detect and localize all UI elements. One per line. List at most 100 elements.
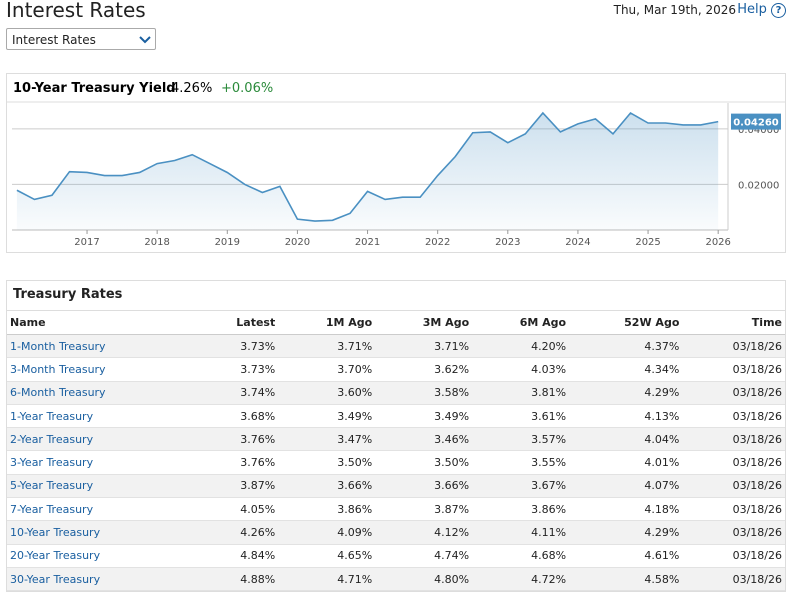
cell: 3-Month Treasury <box>7 357 196 382</box>
chart: 10-Year Treasury Yield 4.26% +0.06% 0.02… <box>7 81 785 248</box>
table-row: 3-Month Treasury 3.73% 3.70% 3.62% 4.03% 4.34… <box>7 357 785 382</box>
column-header: 6M Ago <box>472 310 570 335</box>
table-title: Treasury Rates <box>13 287 123 302</box>
x-tick-label: 2024 <box>565 237 590 248</box>
cell: 3.50% <box>278 450 376 475</box>
name-link[interactable]: 3-Year Treasury <box>10 456 94 470</box>
cell: 03/18/26 <box>682 544 785 568</box>
cell: 3.67% <box>472 474 570 499</box>
x-tick-label: 2021 <box>355 237 380 248</box>
cell: 4.84% <box>195 544 279 568</box>
cell: 3-Year Treasury <box>7 450 196 475</box>
cell: 4.58% <box>569 567 683 592</box>
cell: 3.68% <box>195 404 279 429</box>
table-panel: Treasury Rates Name Latest 1M Ago 3M Ago 6M … <box>6 280 786 592</box>
table-row: 20-Year Treasury 4.84% 4.65% 4.74% 4.68% 4.61… <box>7 544 785 568</box>
latest: 4.26% <box>171 81 212 96</box>
table-row: 3-Year Treasury 3.76% 3.50% 3.50% 3.55% 4.01%… <box>7 450 785 475</box>
cell: 4.11% <box>472 520 570 545</box>
cell: 4.37% <box>569 334 683 359</box>
cell: 4.34% <box>569 357 683 382</box>
dropdown-text: Interest Rates <box>12 33 96 47</box>
name-link[interactable]: 5-Year Treasury <box>10 479 94 493</box>
cell: 4.04% <box>569 427 683 452</box>
cell: 2-Year Treasury <box>7 427 196 452</box>
name-link[interactable]: 10-Year Treasury <box>10 526 101 540</box>
cell: 3.49% <box>278 404 376 429</box>
cell: 3.57% <box>472 427 570 452</box>
cell: 4.74% <box>375 544 473 568</box>
name-link[interactable]: 20-Year Treasury <box>10 549 101 563</box>
name-link[interactable]: 3-Month Treasury <box>10 362 106 376</box>
cell: 3.47% <box>278 427 376 452</box>
name-link[interactable]: 1-Month Treasury <box>10 339 106 353</box>
name-link[interactable]: 30-Year Treasury <box>10 572 101 586</box>
cell: 4.12% <box>375 520 473 545</box>
cell: 3.58% <box>375 381 473 405</box>
x-tick-label: 2017 <box>74 237 99 248</box>
dropdown-arrow <box>139 36 151 44</box>
cell: 4.18% <box>569 497 683 522</box>
cell: 3.61% <box>472 404 570 429</box>
name-link[interactable]: 2-Year Treasury <box>10 432 94 446</box>
x-tick-label: 2022 <box>425 237 450 248</box>
help-icon[interactable]: ? <box>771 3 786 18</box>
cell: 4.09% <box>278 520 376 545</box>
cell: 4.01% <box>569 450 683 475</box>
cell: 3.66% <box>278 474 376 499</box>
cell: 03/18/26 <box>682 427 785 452</box>
cell: 4.26% <box>195 520 279 545</box>
cell: 7-Year Treasury <box>7 497 196 522</box>
cell: 4.07% <box>569 474 683 499</box>
x-tick-label: 2019 <box>215 237 240 248</box>
cell: 3.73% <box>195 357 279 382</box>
cell: 4.72% <box>472 567 570 592</box>
cell: 4.68% <box>472 544 570 568</box>
cell: 3.71% <box>375 334 473 359</box>
cell: 3.50% <box>375 450 473 475</box>
cell: 3.62% <box>375 357 473 382</box>
cell: 3.81% <box>472 381 570 405</box>
help-link[interactable]: Help ? <box>737 2 786 18</box>
cell: 03/18/26 <box>682 450 785 475</box>
table-row: 2-Year Treasury 3.76% 3.47% 3.46% 3.57% 4.04%… <box>7 427 785 452</box>
cell: 3.76% <box>195 450 279 475</box>
name-link[interactable]: 7-Year Treasury <box>10 502 94 516</box>
x-tick-label: 2023 <box>495 237 520 248</box>
header-row: Name Latest 1M Ago 3M Ago 6M Ago 52W Ago Time <box>7 310 785 335</box>
cell: 4.05% <box>195 497 279 522</box>
x-tick-label: 2020 <box>285 237 310 248</box>
column-header: 3M Ago <box>375 310 473 335</box>
y-tick-label: 0.04000 <box>738 125 779 136</box>
cell: 10-Year Treasury <box>7 520 196 545</box>
cell: 3.76% <box>195 427 279 452</box>
name-link[interactable]: 1-Year Treasury <box>10 409 94 423</box>
name-link[interactable]: 6-Month Treasury <box>10 386 106 400</box>
cell: 03/18/26 <box>682 567 785 592</box>
cell: 3.86% <box>472 497 570 522</box>
cell: 4.80% <box>375 567 473 592</box>
cell: 30-Year Treasury <box>7 567 196 592</box>
cell: 03/18/26 <box>682 497 785 522</box>
column-header: 1M Ago <box>278 310 376 335</box>
cell: 4.13% <box>569 404 683 429</box>
last-value-tag <box>731 113 781 130</box>
cell: 03/18/26 <box>682 404 785 429</box>
table-row: 6-Month Treasury 3.74% 3.60% 3.58% 3.81% 4.29… <box>7 381 785 405</box>
cell: 1-Year Treasury <box>7 404 196 429</box>
y-tick-label: 0.02000 <box>738 180 779 191</box>
x-tick-label: 2018 <box>144 237 169 248</box>
cell: 3.46% <box>375 427 473 452</box>
cell: 5-Year Treasury <box>7 474 196 499</box>
table-row: 1-Year Treasury 3.68% 3.49% 3.49% 3.61% 4.13%… <box>7 404 785 429</box>
dropdown[interactable]: Interest Rates <box>6 28 156 50</box>
column-header: Time <box>682 310 785 335</box>
help-text[interactable]: Help <box>737 2 767 17</box>
cell: 4.88% <box>195 567 279 592</box>
page-title: Interest Rates <box>6 0 146 22</box>
date: Thu, Mar 19th, 2026 <box>613 3 736 17</box>
cell: 20-Year Treasury <box>7 544 196 568</box>
cell: 4.65% <box>278 544 376 568</box>
cell: 4.29% <box>569 520 683 545</box>
